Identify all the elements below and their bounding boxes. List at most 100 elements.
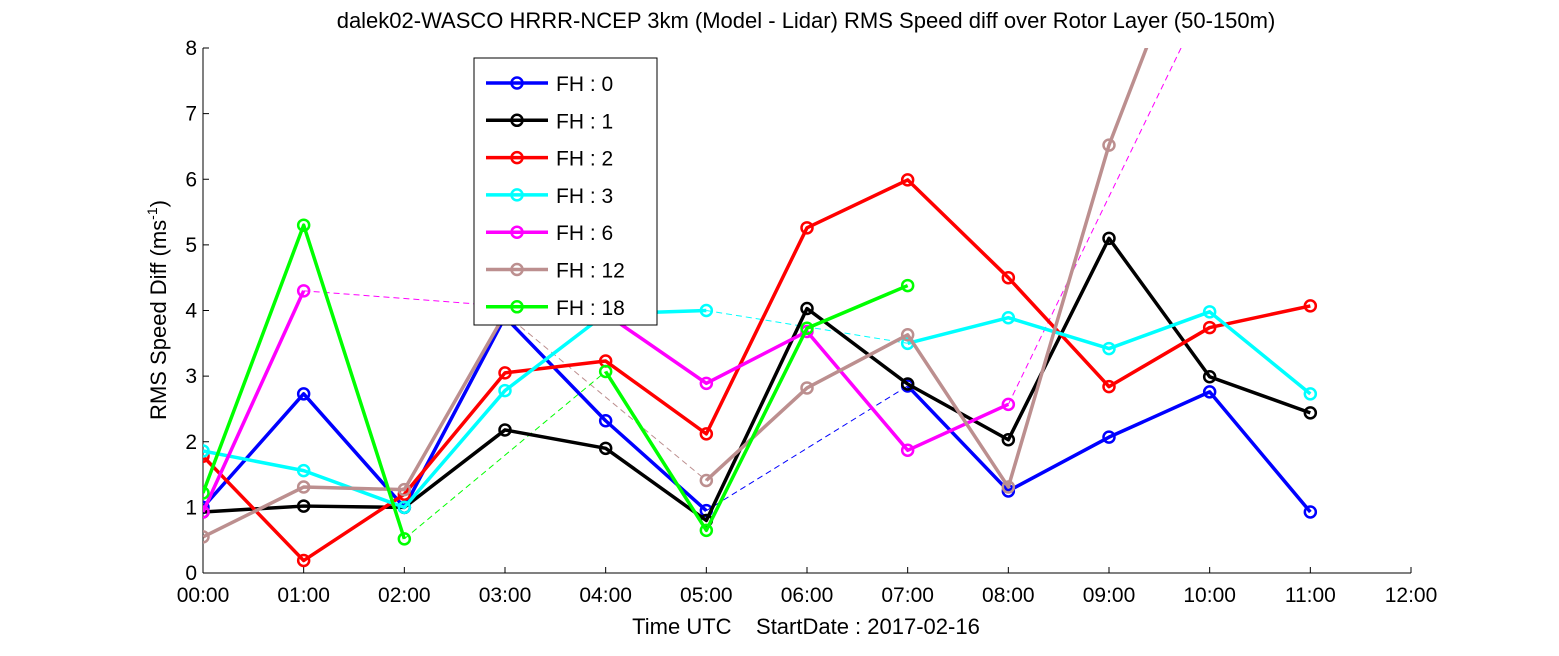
- y-tick-label: 2: [185, 431, 197, 454]
- data-point-marker: [800, 381, 814, 395]
- data-point-marker: [203, 530, 210, 544]
- legend-box: [473, 57, 658, 326]
- data-point-marker: [900, 377, 915, 391]
- series-segment: [203, 312, 507, 539]
- y-axis-label: RMS Speed Diff (ms-1): [144, 200, 171, 420]
- data-point-marker: [1202, 320, 1217, 335]
- x-tick-label: 06:00: [781, 584, 834, 607]
- legend-item: FH : 0: [486, 73, 613, 96]
- legend-label: FH : 2: [556, 148, 613, 171]
- data-point-marker: [598, 414, 613, 428]
- legend-item: FH : 1: [486, 110, 613, 133]
- data-point-marker: [498, 366, 512, 380]
- data-point-marker: [203, 486, 210, 500]
- data-point-marker: [699, 303, 714, 318]
- series-line: [203, 48, 1149, 544]
- y-tick-label: 7: [185, 103, 197, 126]
- x-tick-label: 00:00: [177, 584, 230, 607]
- data-point-marker: [397, 482, 412, 497]
- data-point-marker: [296, 387, 311, 401]
- data-point-marker: [699, 427, 714, 441]
- legend-item: FH : 2: [486, 148, 613, 171]
- legend-swatch-marker: [510, 150, 524, 165]
- data-point-marker: [397, 500, 412, 515]
- y-tick-label: 3: [185, 365, 197, 388]
- y-tick-label: 6: [185, 168, 197, 191]
- legend-item: FH : 6: [486, 222, 613, 245]
- data-point-marker: [1202, 370, 1217, 384]
- x-tick-label: 08:00: [982, 584, 1035, 607]
- y-axis-label-end: ): [146, 200, 171, 207]
- data-point-marker: [900, 328, 915, 342]
- legend-label: FH : 6: [556, 222, 613, 245]
- data-point-marker: [1001, 480, 1016, 494]
- x-tick-label: 04:00: [579, 584, 632, 607]
- data-point-marker: [1303, 299, 1318, 313]
- data-point-marker: [598, 364, 613, 379]
- data-point-marker: [900, 443, 915, 458]
- series-segment: [203, 315, 708, 512]
- legend-label: FH : 1: [556, 110, 613, 133]
- data-point-marker: [203, 505, 210, 519]
- x-tick-label: 02:00: [378, 584, 431, 607]
- data-point-marker: [1001, 270, 1016, 285]
- x-tick-label: 09:00: [1083, 584, 1136, 607]
- legend-item: FH : 3: [486, 185, 613, 208]
- data-point-marker: [203, 444, 210, 458]
- data-point-marker: [1001, 433, 1016, 447]
- x-tick-label: 10:00: [1183, 584, 1236, 607]
- y-axis-label-sup: -1: [144, 207, 160, 220]
- data-point-marker: [1202, 385, 1217, 399]
- x-axis-ticks: 00:00 01:00 02:00 03:00 04:00 05:00 06:00 07:00…: [177, 567, 1438, 607]
- x-tick-label: 11:00: [1285, 584, 1336, 607]
- data-point-marker: [900, 173, 915, 187]
- series-line: [203, 218, 915, 546]
- data-point-marker: [1303, 387, 1318, 401]
- data-point-marker: [1102, 138, 1116, 152]
- legend-item: FH : 12: [486, 260, 625, 283]
- legend-swatch-marker: [510, 188, 524, 202]
- series-segment: [604, 283, 909, 533]
- data-point-marker: [498, 383, 512, 398]
- data-point-marker: [699, 376, 714, 391]
- data-point-marker: [699, 473, 714, 488]
- legend-swatch-marker: [510, 225, 524, 239]
- data-point-marker: [699, 523, 714, 538]
- series-line: [203, 310, 1318, 519]
- chart-title: dalek02-WASCO HRRR-NCEP 3km (Model - Lid…: [337, 8, 1276, 33]
- x-tick-label: 01:00: [277, 584, 330, 607]
- series-gap-connector: [504, 313, 707, 481]
- data-point-marker: [1001, 397, 1016, 412]
- legend-label: FH : 0: [556, 73, 613, 96]
- legend: FH : 0 FH : 1 FH : 2 FH : 3 FH : 6 FH : 12 FH …: [473, 57, 658, 326]
- data-point-marker: [203, 500, 210, 515]
- data-point-marker: [296, 499, 311, 513]
- data-point-marker: [498, 423, 512, 437]
- x-tick-label: 05:00: [680, 584, 733, 607]
- data-point-marker: [1102, 341, 1116, 356]
- series-gap-connector: [404, 371, 606, 540]
- data-point-marker: [800, 301, 814, 316]
- data-point-marker: [1102, 231, 1116, 246]
- data-point-marker: [598, 441, 613, 456]
- legend-label: FH : 18: [556, 297, 625, 320]
- x-axis-label: Time UTC StartDate : 2017-02-16: [632, 614, 980, 639]
- legend-swatch-marker: [510, 300, 524, 314]
- data-point-marker: [800, 321, 814, 335]
- data-point-marker: [397, 532, 412, 546]
- data-point-marker: [1303, 505, 1318, 519]
- data-point-marker: [296, 284, 311, 298]
- series-segment: [907, 310, 1312, 396]
- series-segment: [906, 384, 1312, 514]
- y-axis-ticks: 0 1 2 3 4 5 6 7 8: [185, 37, 209, 585]
- y-tick-label: 0: [185, 562, 197, 585]
- y-axis-label-main: RMS Speed Diff (ms: [146, 220, 171, 420]
- data-point-marker: [296, 480, 311, 494]
- legend-swatch-marker: [510, 76, 524, 90]
- x-tick-label: 12:00: [1385, 584, 1438, 607]
- legend-item: FH : 18: [486, 297, 625, 320]
- x-tick-label: 03:00: [479, 584, 532, 607]
- y-tick-label: 1: [185, 496, 197, 519]
- data-point-marker: [296, 463, 311, 478]
